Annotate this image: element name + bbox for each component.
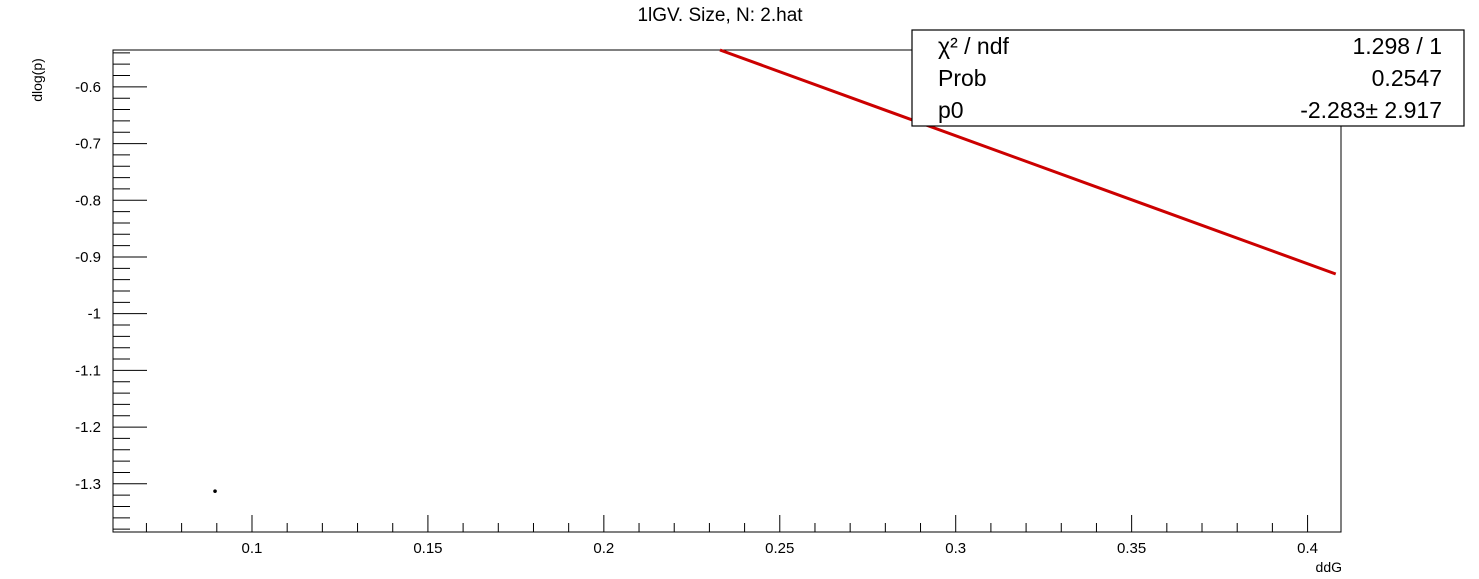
x-axis-tick-labels: 0.1 0.15 0.2 0.25 0.3 0.35 0.4 (242, 540, 1318, 557)
stats-prob-value: 0.2547 (1372, 65, 1442, 91)
stats-p0-label: p0 (938, 97, 964, 123)
y-tick-label: -0.6 (75, 79, 101, 96)
y-tick-label: -0.8 (75, 192, 101, 209)
y-tick-label: -0.9 (75, 249, 101, 266)
stats-box-frame (911, 29, 1465, 127)
stats-prob-label: Prob (938, 65, 987, 91)
y-axis-title: dlog(p) (29, 58, 45, 102)
stats-p0-value: -2.283± 2.917 (1300, 97, 1442, 123)
y-tick-label: -1.2 (75, 419, 101, 436)
x-tick-label: 0.4 (1297, 540, 1318, 557)
x-tick-label: 0.3 (945, 540, 966, 557)
stats-chi2-label: χ² / ndf (938, 33, 1009, 59)
x-tick-label: 0.1 (242, 540, 263, 557)
fit-line (719, 48, 1337, 276)
data-point (213, 489, 217, 493)
x-axis-title: ddG (1316, 559, 1342, 575)
stats-chi2-value: 1.298 / 1 (1352, 33, 1442, 59)
x-tick-label: 0.35 (1117, 540, 1146, 557)
y-tick-label: -1.1 (75, 362, 101, 379)
y-tick-label: -1 (88, 306, 101, 323)
y-axis-ticks (113, 52, 147, 530)
y-axis-tick-labels: -0.6 -0.7 -0.8 -0.9 -1 -1.1 -1.2 -1.3 (75, 79, 101, 493)
series-layer (213, 48, 1337, 493)
chart-title: 1lGV. Size, N: 2.hat (637, 5, 803, 26)
x-tick-label: 0.15 (413, 540, 442, 557)
stats-box: χ² / ndf 1.298 / 1 Prob 0.2547 p0 -2.283… (911, 29, 1465, 127)
x-axis-ticks (145, 515, 1309, 532)
x-tick-label: 0.25 (765, 540, 794, 557)
y-tick-label: -0.7 (75, 136, 101, 153)
x-tick-label: 0.2 (593, 540, 614, 557)
y-tick-label: -1.3 (75, 476, 101, 493)
